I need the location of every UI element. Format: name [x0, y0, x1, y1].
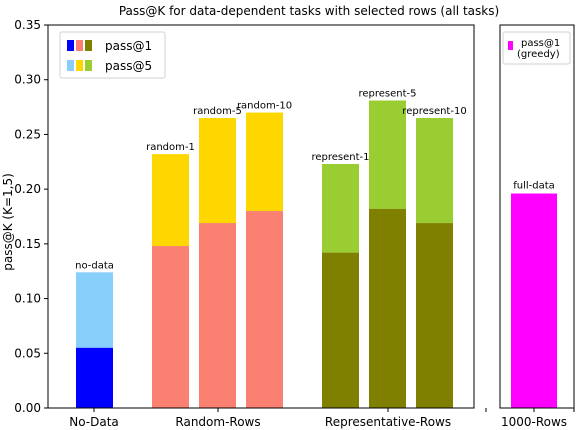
x-tick-label: No-Data — [69, 415, 119, 429]
legend-swatch — [67, 60, 74, 71]
bar-label: represent-1 — [311, 152, 369, 163]
side-legend: pass@1 (greedy) — [502, 31, 571, 65]
bar-pass5-no-data — [76, 272, 113, 348]
bar-pass1-represent-1 — [322, 252, 359, 408]
legend-swatch — [85, 60, 92, 71]
legend: pass@1 pass@5 — [59, 31, 166, 79]
bar-label: random-10 — [237, 101, 292, 112]
chart-title: Pass@K for data-dependent tasks with sel… — [119, 4, 499, 18]
legend-swatch — [76, 40, 83, 51]
side-plot-frame — [499, 24, 575, 409]
bar-pass1-no-data — [76, 347, 113, 408]
bar-pass5-random-1 — [152, 154, 189, 247]
bar-label: random-5 — [193, 106, 242, 117]
plot-frame — [47, 24, 475, 409]
legend-swatch — [67, 40, 74, 51]
bar-pass5-random-5 — [199, 118, 236, 224]
bar-label: no-data — [75, 260, 114, 271]
side-legend-swatch — [508, 41, 513, 50]
y-tick-label: 0.10 — [14, 292, 41, 306]
y-tick-label: 0.00 — [14, 401, 41, 415]
bar-pass5-represent-5 — [369, 100, 406, 209]
legend-swatch — [85, 40, 92, 51]
side-legend-label: pass@1 (greedy) — [517, 38, 560, 60]
bar-full-data — [511, 193, 557, 408]
bar-pass1-represent-5 — [369, 208, 406, 408]
side-x-tick-label: 1000-Rows — [501, 415, 567, 429]
y-tick-label: 0.20 — [14, 182, 41, 196]
side-panel: full-data 1000-Rows pass@1 (greedy) — [485, 24, 575, 429]
bar-pass5-represent-1 — [322, 163, 359, 253]
y-tick-label: 0.35 — [14, 18, 41, 32]
bar-pass1-represent-10 — [416, 223, 453, 408]
bar-pass5-random-10 — [246, 112, 283, 212]
x-tick-label: Random-Rows — [175, 415, 260, 429]
side-legend-frame — [502, 31, 571, 65]
bar-pass1-random-5 — [199, 223, 236, 408]
legend-swatch — [76, 60, 83, 71]
bar-pass5-represent-10 — [416, 118, 453, 224]
bar-label: represent-10 — [402, 106, 466, 117]
legend-label: pass@1 — [105, 39, 152, 53]
bar-label: represent-5 — [358, 89, 416, 100]
bar-label: full-data — [513, 181, 555, 192]
y-tick-label: 0.15 — [14, 237, 41, 251]
y-tick-label: 0.30 — [14, 73, 41, 87]
y-tick-label: 0.05 — [14, 346, 41, 360]
bar-pass1-random-1 — [152, 246, 189, 408]
x-tick-label: Representative-Rows — [325, 415, 451, 429]
y-tick-label: 0.25 — [14, 127, 41, 141]
y-axis-label: pass@K (K=1,5) — [1, 173, 15, 271]
legend-label: pass@5 — [105, 59, 152, 73]
bar-label: random-1 — [146, 142, 195, 153]
bar-pass1-random-10 — [246, 211, 283, 408]
